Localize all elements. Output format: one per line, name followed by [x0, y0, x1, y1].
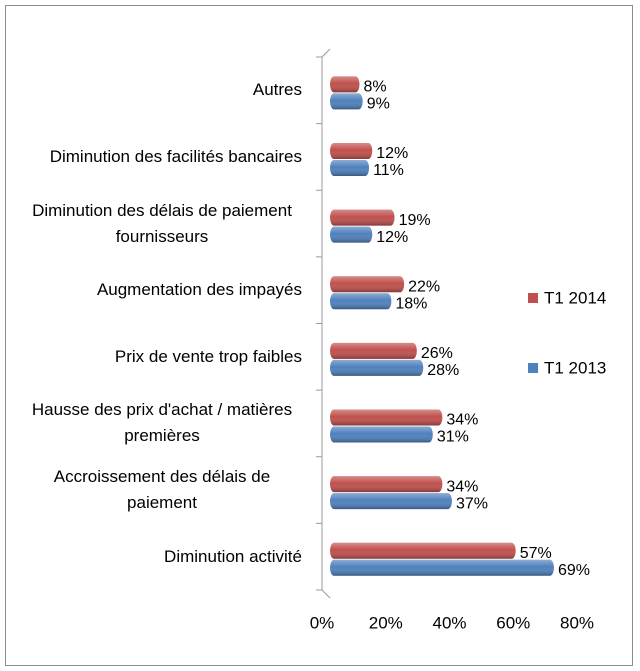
- axis-top: [321, 48, 331, 58]
- bar: [330, 359, 424, 376]
- bar: [330, 209, 395, 226]
- value-label: 18%: [395, 295, 427, 312]
- value-label: 31%: [437, 429, 469, 446]
- value-label: 34%: [446, 412, 478, 429]
- value-label: 9%: [367, 96, 390, 113]
- bar: [330, 476, 443, 493]
- category-label: Hausse des prix d'achat / matières premi…: [31, 400, 293, 446]
- value-label: 8%: [364, 79, 387, 96]
- category-label: Diminution activité: [164, 546, 302, 566]
- category-label: Prix de vente trop faibles: [114, 346, 302, 366]
- x-tick-label: 0%: [310, 613, 335, 632]
- bar: [330, 493, 452, 510]
- value-label: 11%: [373, 162, 404, 179]
- chart-border: [5, 5, 633, 666]
- bar: [330, 342, 417, 359]
- bar: [330, 159, 370, 176]
- x-tick-label: 80%: [560, 613, 594, 632]
- value-label: 26%: [421, 345, 453, 362]
- bar: [330, 226, 373, 243]
- value-label: 34%: [446, 478, 478, 495]
- bar: [330, 542, 516, 559]
- legend-label: T1 2014: [544, 288, 606, 307]
- category-label: Autres: [252, 80, 302, 100]
- legend-swatch: [528, 363, 538, 373]
- value-label: 28%: [427, 362, 459, 379]
- bar: [330, 409, 443, 426]
- value-label: 57%: [520, 545, 552, 562]
- bar: [330, 426, 433, 443]
- x-tick-label: 20%: [369, 613, 403, 632]
- legend-swatch: [528, 293, 538, 303]
- value-label: 22%: [408, 278, 440, 295]
- bar: [330, 76, 360, 93]
- value-label: 12%: [376, 229, 408, 246]
- category-label: Diminution des délais de paiement fourni…: [32, 200, 292, 246]
- value-label: 12%: [376, 145, 408, 162]
- value-label: 37%: [456, 495, 488, 512]
- category-label: Augmentation des impayés: [96, 280, 302, 300]
- value-label: 19%: [399, 212, 431, 229]
- bar: [330, 93, 363, 110]
- bar: [330, 293, 392, 310]
- bar: [330, 142, 373, 159]
- bar: [330, 276, 405, 293]
- category-label: Accroissement des délais de paiement: [53, 467, 271, 513]
- x-tick-label: 60%: [496, 613, 530, 632]
- x-tick-label: 40%: [432, 613, 466, 632]
- axis-floor: [321, 589, 331, 599]
- legend-label: T1 2013: [544, 358, 606, 377]
- category-label: Diminution des facilités bancaires: [49, 146, 302, 166]
- value-label: 69%: [558, 562, 590, 579]
- bar: [330, 559, 554, 576]
